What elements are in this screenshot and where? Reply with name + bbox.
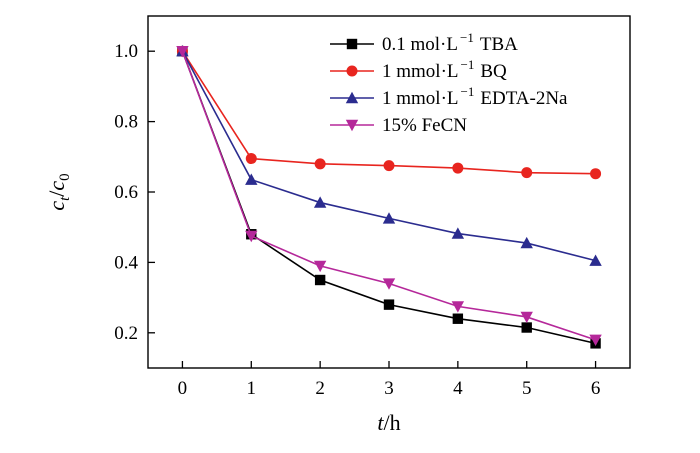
legend-label-main: 0.1 mol·L — [382, 34, 458, 55]
y-axis-title-group: ct/c0 — [44, 173, 73, 210]
legend-label: 15% FeCN — [382, 115, 467, 136]
data-point — [383, 299, 395, 310]
data-point — [313, 260, 327, 273]
x-tick-label: 0 — [178, 378, 188, 399]
data-point — [382, 212, 396, 224]
data-point — [451, 301, 465, 313]
data-point — [520, 311, 533, 324]
y-tick-label: 0.6 — [114, 182, 138, 203]
series-line — [181, 50, 596, 262]
x-tick-label: 2 — [315, 378, 325, 399]
x-tick-label: 5 — [522, 378, 532, 399]
x-axis-title: t/h — [377, 410, 400, 435]
legend-label: 1 mmol·L −1 EDTA-2Na — [382, 84, 568, 109]
y-axis-sep: / — [44, 190, 69, 197]
data-point — [589, 254, 602, 266]
legend-label-sup: −1 — [461, 84, 475, 99]
series-2 — [176, 45, 602, 266]
x-axis-var: t — [377, 410, 384, 435]
y-tick-label: 1.0 — [114, 41, 138, 62]
y-tick-label: 0.2 — [114, 323, 138, 344]
y-tick-label: 0.4 — [114, 252, 138, 273]
y-axis-title: ct/c0 — [44, 173, 73, 210]
y-axis-den: c — [44, 181, 69, 191]
data-point — [521, 167, 533, 179]
data-point — [452, 162, 464, 174]
data-point — [589, 334, 602, 347]
legend-marker — [346, 65, 358, 77]
x-tick-label: 6 — [591, 378, 601, 399]
data-point — [451, 227, 465, 239]
data-point — [313, 196, 327, 208]
data-point — [245, 173, 258, 185]
legend-label-tail: TBA — [480, 34, 518, 55]
legend-label-sup: −1 — [460, 30, 474, 45]
data-point — [590, 168, 602, 180]
y-axis-num: c — [44, 201, 69, 211]
data-point — [245, 230, 258, 243]
x-tick-label: 4 — [453, 378, 463, 399]
series-3 — [176, 46, 602, 347]
legend-marker — [346, 38, 358, 50]
data-point — [314, 274, 326, 286]
y-tick-label: 0.8 — [114, 112, 138, 133]
data-point — [520, 236, 533, 249]
x-tick-label: 3 — [384, 378, 394, 399]
legend-marker — [345, 91, 359, 104]
data-point — [245, 153, 257, 165]
legend-label-main: 1 mmol·L — [382, 88, 459, 109]
legend-label: 1 mmol·L −1 BQ — [382, 57, 507, 82]
data-point — [521, 322, 532, 333]
data-point — [452, 313, 464, 324]
y-axis-num-sub: t — [57, 196, 73, 201]
legend-label-main: 15% FeCN — [382, 115, 467, 136]
legend-label-sup: −1 — [461, 57, 475, 72]
data-point — [383, 160, 395, 172]
legend-label-tail: BQ — [480, 61, 507, 82]
legend-label-main: 1 mmol·L — [382, 61, 459, 82]
data-point — [382, 278, 396, 290]
x-tick-label: 1 — [247, 378, 257, 399]
x-axis-unit: /h — [384, 410, 401, 435]
data-point — [314, 158, 326, 170]
legend-item: 1 mmol·L −1 BQ — [330, 57, 507, 82]
legend-item: 1 mmol·L −1 EDTA-2Na — [330, 84, 568, 109]
legend-item: 15% FeCN — [330, 115, 467, 136]
legend-label: 0.1 mol·L −1 TBA — [382, 30, 518, 55]
y-axis-den-sub: 0 — [57, 173, 73, 181]
data-point — [176, 46, 189, 58]
legend-item: 0.1 mol·L −1 TBA — [330, 30, 518, 55]
legend-marker — [345, 119, 359, 132]
legend-label-tail: EDTA-2Na — [480, 88, 568, 109]
